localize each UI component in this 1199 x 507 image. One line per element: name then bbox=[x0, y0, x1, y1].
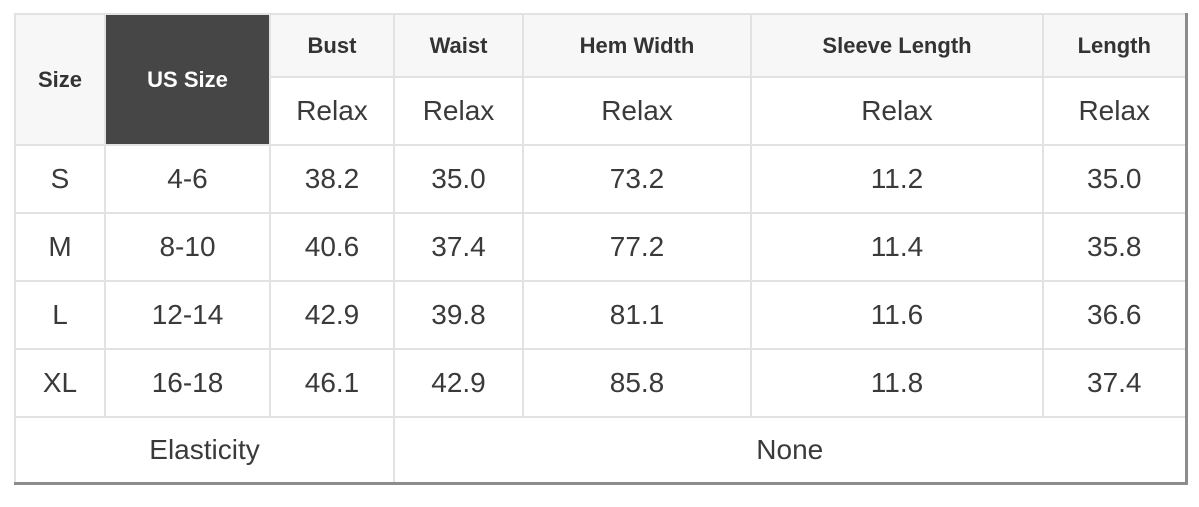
size-cell: S bbox=[14, 144, 106, 214]
header-cell-sleeve-length: Sleeve Length bbox=[750, 13, 1044, 78]
hem-width-cell: 85.8 bbox=[522, 348, 752, 418]
waist-cell: 39.8 bbox=[393, 280, 524, 350]
bust-cell: 40.6 bbox=[269, 212, 395, 282]
sleeve-length-cell: 11.8 bbox=[750, 348, 1044, 418]
table-row: L 12-14 42.9 39.8 81.1 11.6 36.6 bbox=[14, 280, 1187, 350]
header-cell-hem-width: Hem Width bbox=[522, 13, 752, 78]
hem-width-cell: 77.2 bbox=[522, 212, 752, 282]
size-cell: M bbox=[14, 212, 106, 282]
size-cell: XL bbox=[14, 348, 106, 418]
size-cell: L bbox=[14, 280, 106, 350]
header-cell-us-size: US Size bbox=[104, 13, 271, 146]
fit-cell-hem-width: Relax bbox=[522, 76, 752, 146]
fit-cell-sleeve-length: Relax bbox=[750, 76, 1044, 146]
sleeve-length-cell: 11.2 bbox=[750, 144, 1044, 214]
bust-cell: 38.2 bbox=[269, 144, 395, 214]
fit-cell-waist: Relax bbox=[393, 76, 524, 146]
bust-cell: 42.9 bbox=[269, 280, 395, 350]
table-row: M 8-10 40.6 37.4 77.2 11.4 35.8 bbox=[14, 212, 1187, 282]
table-row: XL 16-18 46.1 42.9 85.8 11.8 37.4 bbox=[14, 348, 1187, 418]
waist-cell: 37.4 bbox=[393, 212, 524, 282]
fit-row: Relax Relax Relax Relax Relax bbox=[15, 76, 1187, 146]
header-cell-bust: Bust bbox=[269, 13, 395, 78]
length-cell: 36.6 bbox=[1042, 280, 1187, 350]
header-cell-size: Size bbox=[14, 13, 106, 146]
waist-cell: 42.9 bbox=[393, 348, 524, 418]
length-cell: 35.0 bbox=[1042, 144, 1187, 214]
us-size-cell: 12-14 bbox=[104, 280, 271, 350]
header-cell-waist: Waist bbox=[393, 13, 524, 78]
table-row: S 4-6 38.2 35.0 73.2 11.2 35.0 bbox=[14, 144, 1187, 214]
us-size-cell: 4-6 bbox=[104, 144, 271, 214]
us-size-cell: 8-10 bbox=[104, 212, 271, 282]
waist-cell: 35.0 bbox=[393, 144, 524, 214]
bust-cell: 46.1 bbox=[269, 348, 395, 418]
sleeve-length-cell: 11.4 bbox=[750, 212, 1044, 282]
us-size-cell: 16-18 bbox=[104, 348, 271, 418]
size-chart-table: Size US Size Bust Waist Hem Width Sleeve… bbox=[14, 13, 1188, 485]
header-cell-length: Length bbox=[1042, 13, 1187, 78]
size-chart-container: Size US Size Bust Waist Hem Width Sleeve… bbox=[14, 13, 1188, 485]
elasticity-row: Elasticity None bbox=[14, 416, 1187, 484]
elasticity-label-cell: Elasticity bbox=[14, 416, 395, 484]
header-row: Size US Size Bust Waist Hem Width Sleeve… bbox=[14, 13, 1187, 146]
fit-cell-bust: Relax bbox=[269, 76, 395, 146]
hem-width-cell: 81.1 bbox=[522, 280, 752, 350]
length-cell: 35.8 bbox=[1042, 212, 1187, 282]
sleeve-length-cell: 11.6 bbox=[750, 280, 1044, 350]
fit-cell-length: Relax bbox=[1042, 76, 1187, 146]
length-cell: 37.4 bbox=[1042, 348, 1187, 418]
elasticity-value-cell: None bbox=[393, 416, 1187, 484]
hem-width-cell: 73.2 bbox=[522, 144, 752, 214]
